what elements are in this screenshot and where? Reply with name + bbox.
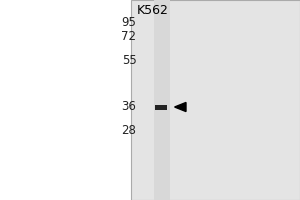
Text: K562: K562 xyxy=(137,4,169,18)
Text: 72: 72 xyxy=(122,30,136,44)
Text: 28: 28 xyxy=(122,124,136,138)
Bar xyxy=(154,105,166,110)
Text: 95: 95 xyxy=(122,17,136,29)
Text: 36: 36 xyxy=(122,100,136,114)
Bar xyxy=(154,0,170,200)
Bar xyxy=(130,0,300,200)
Polygon shape xyxy=(175,102,186,112)
Text: 55: 55 xyxy=(122,54,136,68)
